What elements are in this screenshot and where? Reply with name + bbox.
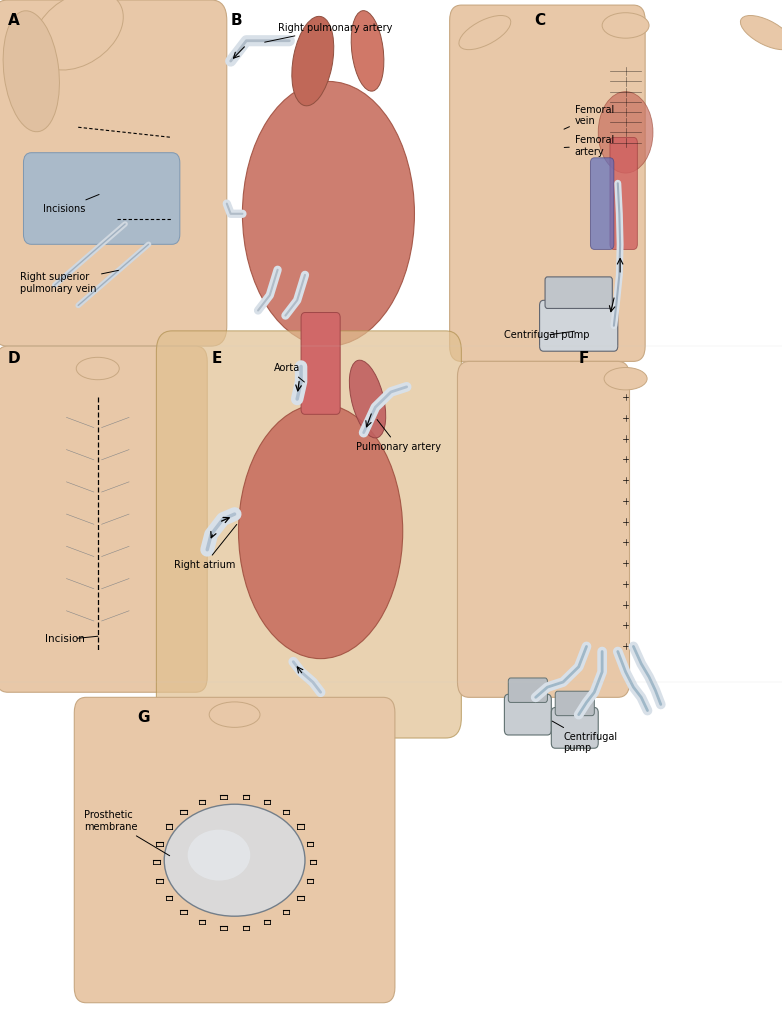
Text: Pulmonary artery: Pulmonary artery (356, 419, 441, 452)
Text: D: D (8, 351, 20, 366)
Text: Right atrium: Right atrium (174, 524, 237, 570)
Ellipse shape (164, 804, 305, 916)
Text: Prosthetic
membrane: Prosthetic membrane (84, 810, 170, 856)
Ellipse shape (350, 360, 386, 438)
Ellipse shape (741, 15, 782, 50)
Text: A: A (8, 13, 20, 29)
FancyBboxPatch shape (156, 331, 461, 738)
FancyBboxPatch shape (457, 361, 630, 697)
FancyBboxPatch shape (590, 158, 614, 249)
Ellipse shape (604, 367, 647, 390)
FancyBboxPatch shape (301, 313, 340, 414)
Text: E: E (211, 351, 221, 366)
Text: G: G (137, 710, 149, 725)
Ellipse shape (351, 10, 384, 92)
FancyBboxPatch shape (0, 346, 207, 692)
Ellipse shape (77, 357, 119, 380)
FancyBboxPatch shape (551, 708, 598, 748)
Ellipse shape (188, 830, 250, 881)
FancyBboxPatch shape (0, 0, 227, 346)
FancyBboxPatch shape (23, 153, 180, 244)
Text: Incision: Incision (45, 634, 85, 644)
Ellipse shape (292, 16, 334, 106)
FancyBboxPatch shape (504, 694, 551, 735)
FancyBboxPatch shape (450, 5, 645, 361)
Ellipse shape (242, 81, 414, 346)
Text: B: B (231, 13, 242, 29)
Text: Right superior
pulmonary vein: Right superior pulmonary vein (20, 271, 119, 294)
Ellipse shape (210, 702, 260, 728)
Text: Incisions: Incisions (43, 194, 99, 214)
Ellipse shape (598, 92, 653, 173)
FancyBboxPatch shape (555, 691, 594, 716)
Ellipse shape (239, 404, 403, 659)
Ellipse shape (33, 0, 124, 70)
Ellipse shape (459, 15, 511, 50)
Text: F: F (579, 351, 589, 366)
Text: Aorta: Aorta (274, 362, 304, 382)
FancyBboxPatch shape (508, 678, 547, 702)
Text: Femoral
artery: Femoral artery (565, 135, 614, 157)
Text: C: C (534, 13, 545, 29)
FancyBboxPatch shape (610, 137, 637, 249)
Text: Centrifugal pump: Centrifugal pump (504, 330, 590, 340)
Text: Centrifugal
pump: Centrifugal pump (552, 721, 617, 753)
Ellipse shape (3, 11, 59, 131)
Ellipse shape (602, 12, 649, 39)
FancyBboxPatch shape (540, 300, 618, 351)
Text: Right pulmonary artery: Right pulmonary artery (264, 22, 392, 42)
FancyBboxPatch shape (545, 277, 612, 308)
FancyBboxPatch shape (74, 697, 395, 1003)
Text: Femoral
vein: Femoral vein (564, 105, 614, 129)
